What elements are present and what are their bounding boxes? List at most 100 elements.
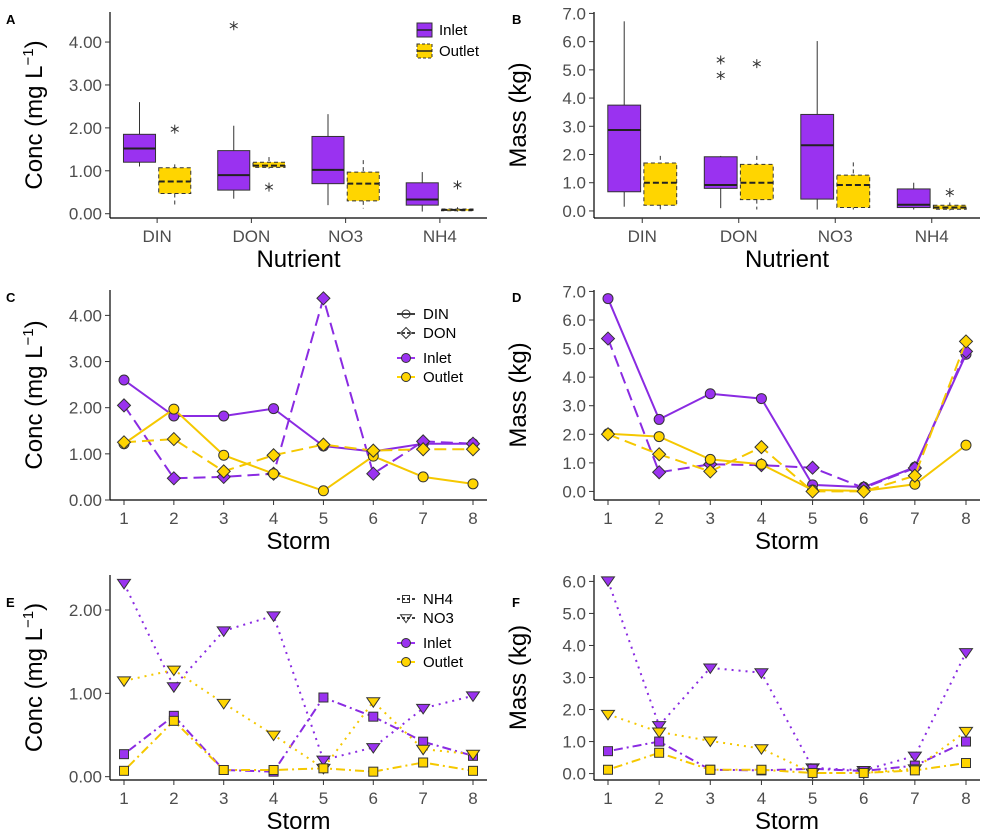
- data-point: [216, 698, 232, 710]
- x-tick-label: 2: [169, 789, 178, 808]
- x-tick-label: 3: [219, 509, 228, 528]
- box-body: [346, 171, 380, 202]
- outlier-stroke: [264, 184, 274, 190]
- y-tick-label: 3.00: [69, 76, 102, 95]
- series-line: [607, 338, 967, 490]
- x-tick-label: 6: [369, 789, 378, 808]
- x-tick-label: 5: [808, 509, 817, 528]
- x-tick-label: DON: [232, 227, 270, 246]
- box-inlet: [607, 21, 642, 207]
- box-body: [607, 104, 642, 193]
- y-tick-label: 1.0: [562, 454, 586, 473]
- box-outlet: [739, 59, 774, 210]
- series-line: [607, 751, 967, 774]
- y-tick-label: 6.0: [562, 311, 586, 330]
- data-point: [960, 439, 972, 451]
- data-point: [468, 765, 478, 776]
- legend: Inlet Outlet: [416, 22, 480, 60]
- y-axis-title-close: ): [21, 40, 48, 48]
- legend-label: Inlet: [423, 350, 452, 367]
- outlier-stroke: [170, 126, 179, 132]
- y-tick-label: 1.0: [562, 733, 586, 752]
- data-point: [907, 468, 923, 483]
- data-point: [116, 676, 132, 688]
- x-tick-label: 7: [910, 509, 919, 528]
- y-tick-label: 2.00: [69, 119, 102, 138]
- box-inlet: [122, 102, 157, 167]
- data-point: [856, 484, 871, 499]
- legend: DIN DON Inlet Outlet: [397, 306, 464, 386]
- data-point: [755, 393, 767, 405]
- data-point: [654, 736, 665, 747]
- box-body: [703, 156, 738, 189]
- data-point: [756, 764, 767, 775]
- data-point: [415, 703, 431, 715]
- x-tick-label: DIN: [628, 227, 657, 246]
- box-body: [836, 174, 871, 209]
- series-line: [607, 341, 967, 493]
- y-tick-label: 2.00: [69, 601, 102, 620]
- data-point: [266, 611, 282, 623]
- data-point: [909, 765, 920, 776]
- data-point: [315, 755, 331, 767]
- box-inlet: [703, 55, 738, 209]
- y-tick-label: 5.0: [562, 604, 586, 623]
- y-tick-label: 1.00: [69, 445, 102, 464]
- y-tick-label: 4.00: [69, 33, 102, 52]
- x-tick-label: 4: [269, 789, 278, 808]
- x-axis-title: Storm: [266, 808, 330, 829]
- data-point: [317, 485, 329, 497]
- data-point: [268, 765, 279, 775]
- data-point: [651, 721, 667, 732]
- y-tick-label: 2.0: [562, 701, 586, 720]
- box-outlier: [716, 70, 725, 80]
- x-tick-label: 7: [910, 789, 919, 808]
- data-point: [415, 744, 431, 756]
- legend-key-shape: [399, 614, 413, 624]
- box-outlier: [752, 59, 761, 69]
- x-axis-title: Nutrient: [256, 246, 340, 273]
- box-outlier: [264, 182, 274, 192]
- panel-tag: B: [512, 12, 521, 27]
- data-point: [116, 578, 132, 590]
- data-point: [958, 334, 974, 349]
- x-tick-label: 4: [269, 509, 278, 528]
- box-body: [405, 182, 439, 206]
- data-point: [702, 736, 718, 748]
- data-point: [958, 648, 974, 659]
- data-point: [704, 388, 716, 400]
- y-axis-title-main: Mass (kg): [505, 342, 532, 447]
- y-axis-title-main: Mass (kg): [505, 625, 532, 730]
- y-tick-label: 1.0: [562, 174, 586, 193]
- outlier-stroke: [453, 182, 462, 188]
- y-tick-label: 3.0: [562, 397, 586, 416]
- x-axis-title: Storm: [755, 528, 819, 555]
- y-axis-title-main: Conc (mg L: [21, 66, 48, 190]
- y-tick-label: 6.0: [562, 572, 586, 591]
- y-tick-label: 0.0: [562, 482, 586, 501]
- y-tick-label: 1.00: [69, 684, 102, 703]
- panel-tag: C: [6, 290, 16, 305]
- data-point: [418, 757, 429, 768]
- panel-tag: D: [512, 290, 521, 305]
- data-point: [465, 749, 481, 761]
- panel-tag: F: [512, 595, 520, 610]
- legend: NH4 NO3 Inlet Outlet: [397, 591, 464, 671]
- data-point: [654, 747, 665, 758]
- data-point: [603, 764, 613, 775]
- data-point: [266, 448, 281, 463]
- y-tick-label: 0.00: [69, 768, 102, 787]
- y-tick-label: 2.0: [562, 425, 586, 444]
- data-point: [365, 743, 381, 754]
- y-tick-label: 3.0: [562, 669, 586, 688]
- data-point: [704, 453, 716, 465]
- data-point: [465, 691, 481, 703]
- series-line: [123, 294, 474, 480]
- data-point: [168, 715, 179, 726]
- x-tick-label: 8: [468, 509, 477, 528]
- box-outlier: [170, 124, 179, 134]
- x-tick-label: 4: [757, 509, 766, 528]
- y-tick-label: 4.0: [562, 89, 586, 108]
- box-outlet: [158, 124, 192, 206]
- data-point: [600, 331, 616, 346]
